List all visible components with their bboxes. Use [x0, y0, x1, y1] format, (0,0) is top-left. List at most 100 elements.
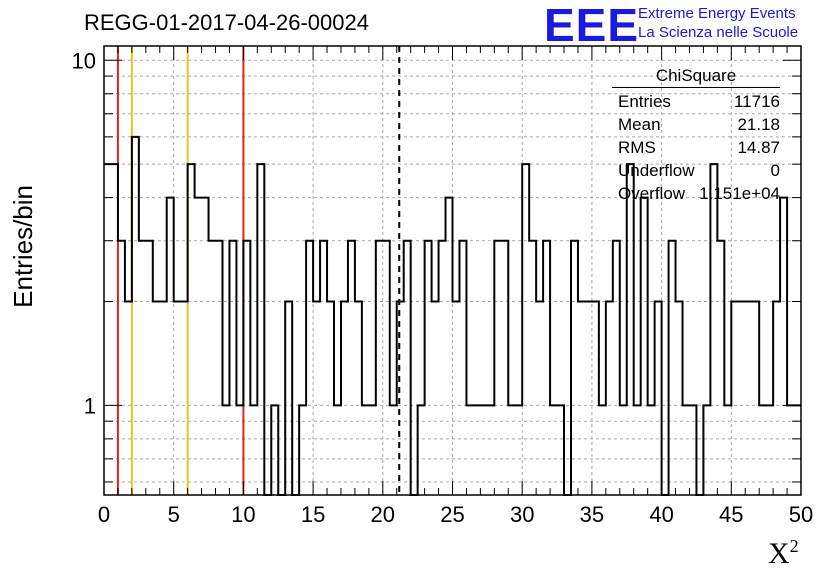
x-axis-label: X2 [768, 536, 799, 571]
x-tick-label: 5 [168, 502, 180, 527]
x-tick-label: 50 [789, 502, 813, 527]
stats-row-overflow: Overflow 1.151e+04 [612, 182, 780, 205]
y-tick-label: 10 [72, 48, 96, 73]
stats-value: 1.151e+04 [699, 184, 780, 203]
histogram-bin [439, 241, 446, 495]
histogram-bin [432, 302, 439, 495]
stats-label: Overflow [618, 184, 686, 203]
histogram-bin [731, 302, 738, 495]
histogram-bin [453, 302, 460, 495]
stats-label: RMS [618, 138, 656, 157]
x-tick-label: 40 [649, 502, 673, 527]
histogram-bin [376, 241, 383, 495]
x-tick-label: 20 [371, 502, 395, 527]
x-tick-label: 45 [719, 502, 743, 527]
stats-value: 11716 [733, 92, 780, 111]
histogram-bin [641, 198, 648, 495]
histogram-bin [174, 302, 181, 495]
histogram-bin [543, 241, 550, 495]
histogram-bin [202, 198, 209, 495]
histogram-bin [536, 302, 543, 495]
histogram-bin [773, 302, 780, 495]
histogram-bin [738, 302, 745, 495]
histogram-bin [327, 302, 334, 495]
histogram-bin [160, 302, 167, 495]
histogram-bin [320, 241, 327, 495]
histogram-bin [780, 198, 787, 495]
histogram-bin [446, 198, 453, 495]
stats-title: ChiSquare [612, 66, 780, 88]
x-tick-label: 10 [231, 502, 255, 527]
stats-label: Entries [618, 92, 671, 111]
histogram-bin [592, 302, 599, 495]
histogram-bin [306, 241, 313, 495]
histogram-bin [181, 302, 188, 495]
chart-title: REGG-01-2017-04-26-00024 [84, 10, 369, 35]
stats-row-rms: RMS 14.87 [612, 136, 780, 159]
x-tick-label: 15 [301, 502, 325, 527]
histogram-bin [752, 302, 759, 495]
logo-line-2: La Scienza nelle Scuole [638, 24, 799, 41]
histogram-bin [118, 241, 125, 495]
eee-logo-mark: EEE [544, 0, 640, 51]
histogram-bin [243, 241, 250, 495]
histogram-bin [606, 302, 613, 495]
stats-row-entries: Entries 11716 [612, 90, 780, 113]
histogram-bin [167, 198, 174, 495]
histogram-bin [529, 241, 536, 495]
histogram-bin [425, 241, 432, 495]
histogram-bin [676, 302, 683, 495]
x-axis-label-exponent: 2 [789, 536, 799, 556]
stats-label: Mean [618, 115, 661, 134]
histogram-bin [494, 241, 501, 495]
stats-value: 21.18 [737, 115, 780, 134]
histogram-bin [111, 164, 118, 495]
histogram-bin [139, 241, 146, 495]
histogram-bin [195, 198, 202, 495]
histogram-bin [745, 302, 752, 495]
histogram-bin [257, 164, 264, 495]
histogram-bin [104, 164, 111, 495]
x-tick-label: 25 [440, 502, 464, 527]
histogram-bin [188, 164, 195, 495]
histogram-bin [216, 241, 223, 495]
logo-line-1: Extreme Energy Events [638, 5, 796, 22]
histogram-bin [585, 302, 592, 495]
histogram-bin [146, 241, 153, 495]
histogram-bin [627, 164, 634, 495]
x-tick-label: 0 [98, 502, 110, 527]
histogram-bin [132, 137, 139, 495]
histogram-bin [313, 302, 320, 495]
stats-label: Underflow [618, 161, 695, 180]
histogram-bin [522, 164, 529, 495]
x-tick-label: 30 [510, 502, 534, 527]
histogram-bin [459, 241, 466, 495]
histogram-bin [355, 302, 362, 495]
histogram-bin [613, 241, 620, 495]
histogram-bin [669, 241, 676, 495]
y-axis-label: Entries/bin [8, 185, 38, 308]
stats-value: 14.87 [737, 138, 780, 157]
stats-value: 0 [770, 161, 780, 180]
histogram-bin [710, 164, 717, 495]
stats-row-mean: Mean 21.18 [612, 113, 780, 136]
x-axis-label-base: X [768, 537, 790, 570]
histogram-bin [348, 241, 355, 495]
y-tick-label: 1 [84, 393, 96, 418]
histogram-bin [717, 241, 724, 495]
histogram-bin [578, 302, 585, 495]
histogram-bin [383, 241, 390, 495]
histogram-bin [501, 241, 508, 495]
histogram-bin [571, 241, 578, 495]
histogram-bin [285, 302, 292, 495]
x-tick-label: 35 [580, 502, 604, 527]
histogram-bin [341, 302, 348, 495]
stats-row-underflow: Underflow 0 [612, 159, 780, 182]
histogram-bin [404, 241, 411, 495]
histogram-bin [229, 241, 236, 495]
histogram-bin [153, 302, 160, 495]
histogram-bin [125, 302, 132, 495]
stats-box: ChiSquare Entries 11716 Mean 21.18 RMS 14.8… [612, 66, 780, 205]
histogram-bin [655, 302, 662, 495]
